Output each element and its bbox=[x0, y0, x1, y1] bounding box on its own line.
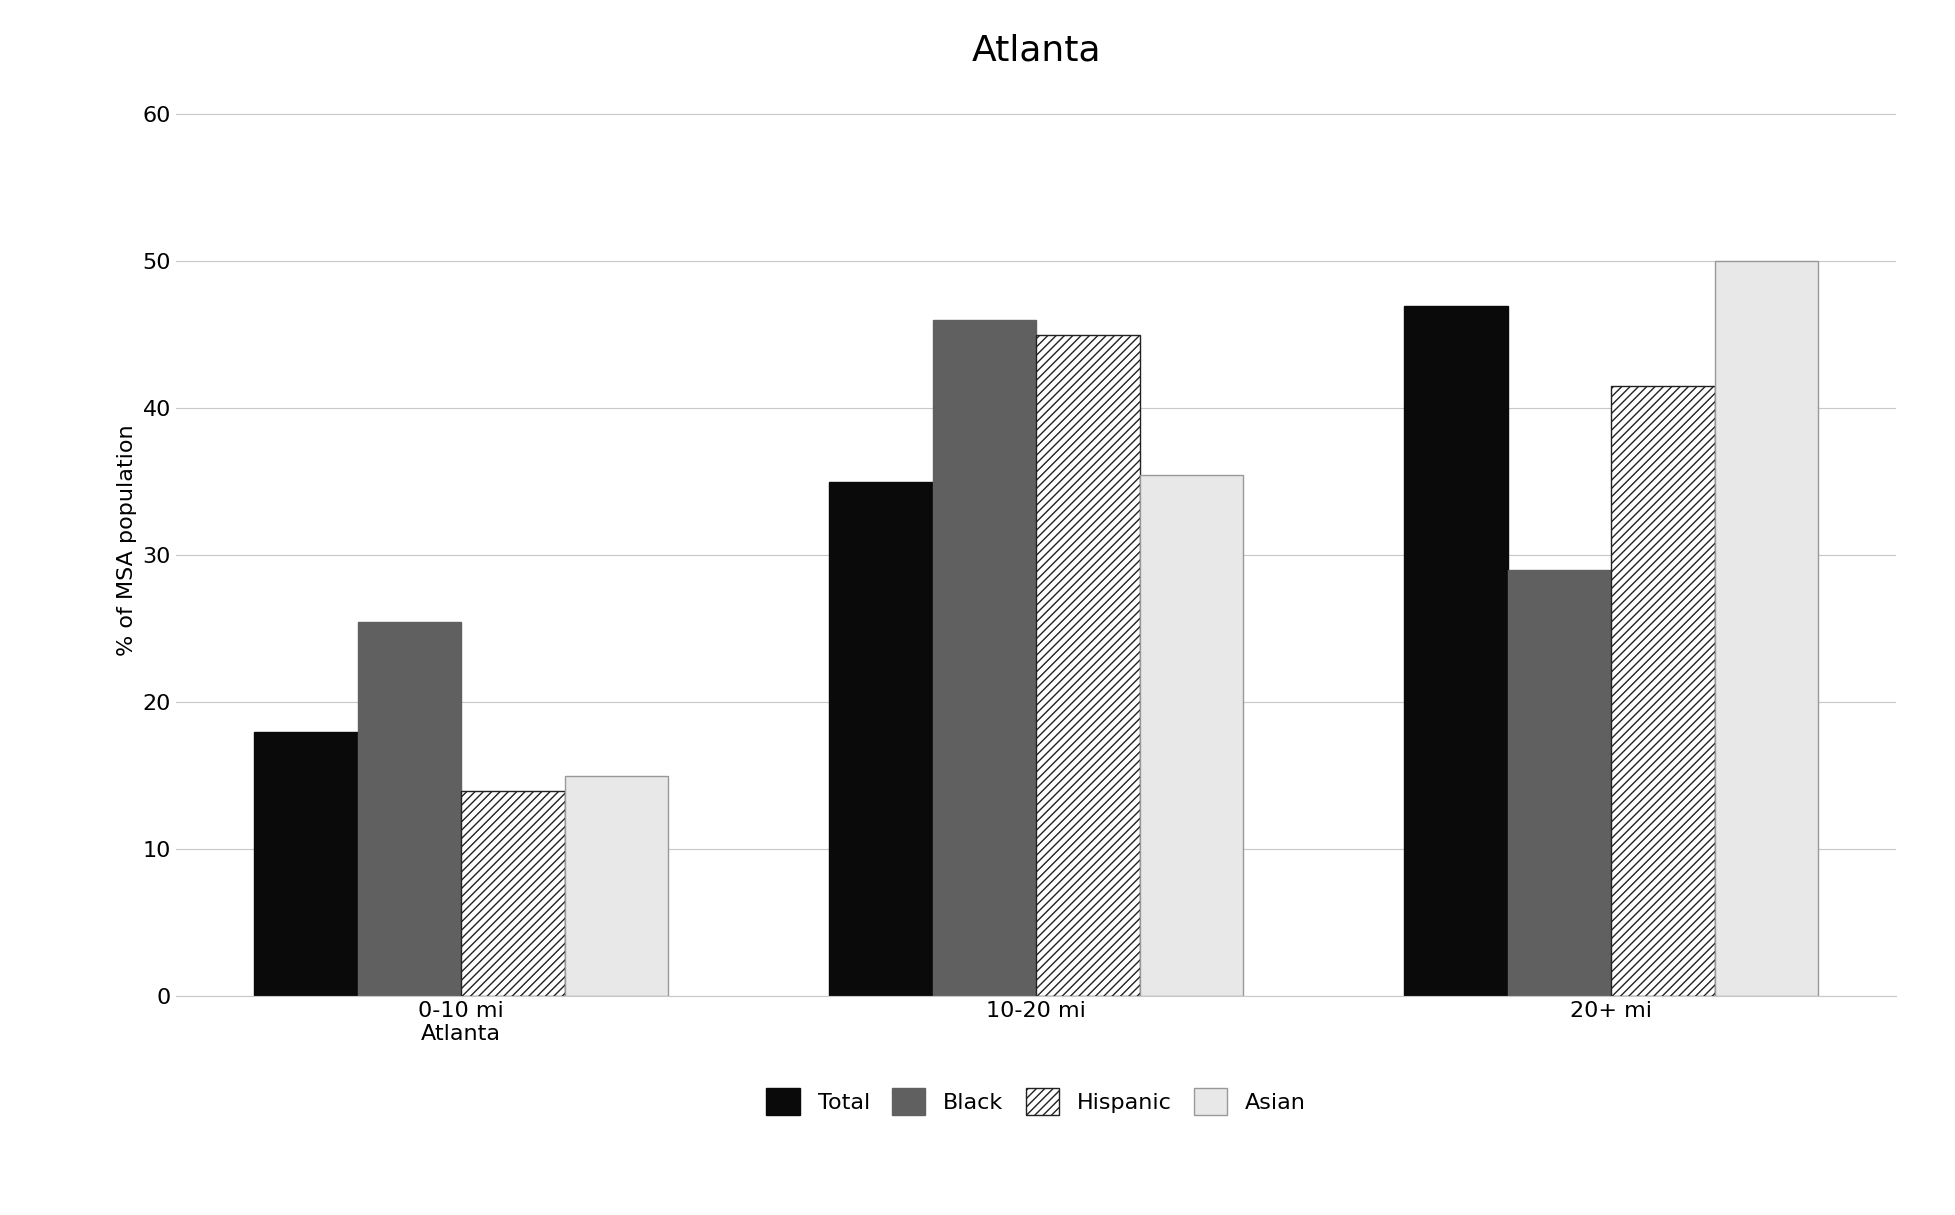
Bar bbox=[1715, 261, 1818, 996]
Bar bbox=[1404, 305, 1507, 996]
Bar bbox=[461, 791, 565, 996]
Bar bbox=[1507, 570, 1611, 996]
Bar bbox=[565, 776, 669, 996]
Bar bbox=[1611, 386, 1715, 996]
Bar bbox=[358, 622, 461, 996]
Bar bbox=[933, 321, 1036, 996]
Title: Atlanta: Atlanta bbox=[972, 33, 1101, 67]
Bar bbox=[1036, 335, 1140, 996]
Y-axis label: % of MSA population: % of MSA population bbox=[117, 425, 137, 656]
Bar bbox=[829, 482, 933, 996]
Bar bbox=[254, 731, 358, 996]
Bar bbox=[1140, 475, 1243, 996]
Legend: Total, Black, Hispanic, Asian: Total, Black, Hispanic, Asian bbox=[755, 1078, 1318, 1126]
